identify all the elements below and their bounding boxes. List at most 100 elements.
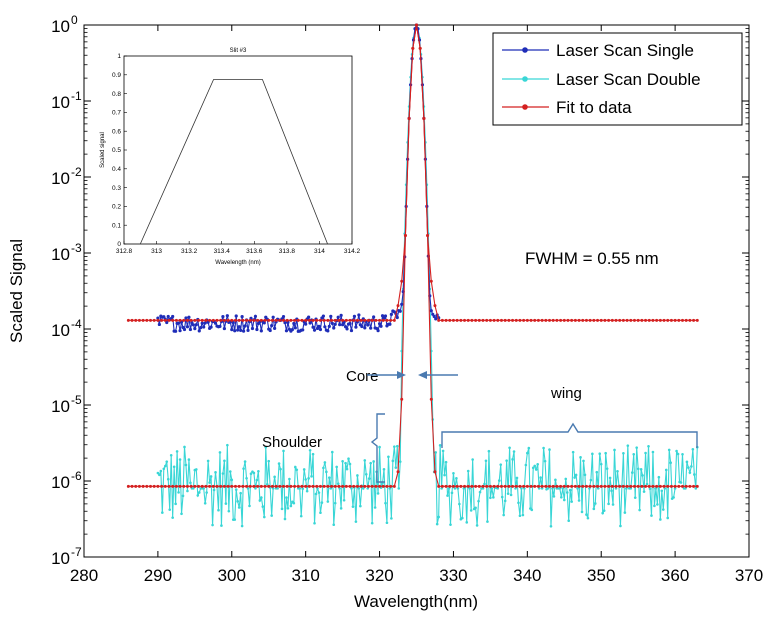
series-double-point (641, 474, 644, 477)
series-fit-1-point (330, 318, 334, 322)
series-fit-2-point (197, 484, 201, 488)
series-fit-2-point (359, 484, 363, 488)
series-double-point (490, 487, 494, 490)
series-double-point (298, 487, 302, 490)
series-fit-2-point (355, 484, 359, 488)
series-fit-1-point (463, 318, 467, 322)
series-double-point (644, 451, 647, 455)
series-double-point (184, 463, 188, 467)
series-double-point (475, 524, 479, 527)
series-fit-2-point (245, 484, 249, 488)
series-single-point (225, 314, 229, 318)
series-fit-1-point (259, 318, 263, 322)
series-double-point (234, 488, 238, 491)
series-single-point (197, 329, 201, 333)
series-fit-1-point (304, 318, 308, 322)
series-double-point (305, 489, 309, 493)
series-single-point (270, 324, 274, 328)
series-fit-2-point (518, 484, 522, 488)
series-fit-2-point (137, 484, 141, 488)
series-fit-2-point (182, 484, 186, 488)
series-fit-1-point (152, 318, 156, 322)
series-fit-2-point (248, 484, 252, 488)
series-double-point (531, 466, 535, 470)
series-double-point (295, 468, 299, 472)
series-double-point (197, 491, 201, 494)
series-fit-2-point (134, 484, 138, 488)
series-fit-1-point (636, 318, 640, 322)
series-double-point (489, 496, 492, 500)
series-single-point (193, 327, 197, 331)
series-fit-2-point (130, 484, 134, 488)
inset-series (125, 79, 351, 245)
series-double-point (390, 517, 393, 520)
series-double-point (604, 451, 607, 455)
series-double-point (659, 518, 662, 521)
series-fit-1-point (692, 318, 696, 322)
series-fit-1-point (688, 318, 692, 322)
series-double-point (484, 459, 488, 463)
series-fit-1-point (433, 304, 437, 308)
series-single-point (166, 314, 170, 319)
series-single-point (176, 321, 181, 325)
series-fit-2-point (222, 484, 226, 488)
series-fit-2-point (529, 484, 533, 488)
series-double-point (192, 487, 195, 490)
series-single-point (312, 328, 317, 332)
series-double-point (533, 464, 537, 468)
series-double-point (509, 493, 513, 497)
series-double-point (212, 488, 216, 492)
series-double-point (469, 509, 473, 512)
series-fit-1-point (193, 318, 197, 322)
series-double-point (336, 482, 340, 485)
series-double-point (330, 450, 334, 454)
series-fit-1-point (378, 318, 382, 322)
series-double-point (435, 522, 439, 526)
series-fit-2-point (481, 484, 485, 488)
series-fit-2-point (149, 484, 152, 488)
series-fit-1-point (359, 318, 363, 322)
y-tick-label: 10 (51, 473, 70, 492)
series-double-point (359, 504, 362, 508)
series-fit-1-point (496, 318, 500, 322)
series-double-point (607, 502, 610, 506)
series-fit-2-point (326, 484, 330, 488)
inset-frame (123, 55, 353, 245)
series-double-point (543, 459, 547, 463)
series-fit-2-point (289, 484, 293, 488)
series-fit-2-point (466, 484, 470, 488)
series-fit-2-point (451, 484, 455, 488)
series-double-point (282, 449, 285, 453)
inset-x-tick-label: 313.8 (279, 248, 296, 255)
series-fit-2-point (211, 484, 215, 488)
series-double-point (653, 504, 656, 508)
series-fit-1-point (644, 318, 648, 322)
series-double-point (453, 487, 457, 490)
series-single-point (432, 314, 436, 319)
series-single-point (231, 321, 235, 325)
series-single-point (332, 326, 336, 330)
legend-label-double: Laser Scan Double (556, 70, 701, 89)
series-double-point (592, 507, 596, 511)
series-double-point (524, 463, 528, 467)
series-single-point (194, 323, 198, 327)
series-fit-1-point (252, 318, 256, 322)
series-double-point (183, 445, 186, 449)
series-fit-2-point (185, 484, 189, 488)
shoulder-bracket (370, 413, 385, 483)
series-fit-2-point (304, 484, 308, 488)
series-fit-2-point (426, 234, 430, 237)
series-double-point (328, 476, 331, 479)
series-double-point (626, 444, 630, 447)
series-double-point (280, 507, 284, 511)
series-double-point (474, 506, 477, 510)
series-double-point (273, 475, 276, 479)
series-fit-1-point (544, 318, 548, 322)
series-fit-2-point (625, 484, 629, 488)
series-fit-2-point (256, 484, 260, 488)
y-tick-label: 10 (51, 321, 70, 340)
series-double-point (446, 494, 449, 497)
series-fit-2-point (200, 484, 204, 488)
series-double-point (384, 501, 387, 505)
series-fit-2-point (470, 484, 474, 488)
